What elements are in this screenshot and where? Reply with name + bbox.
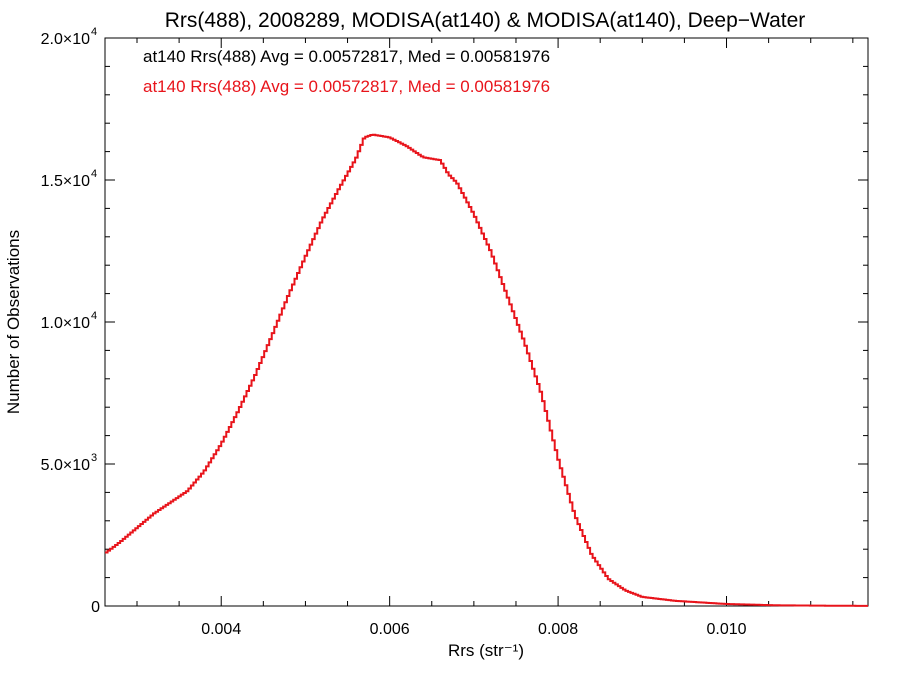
y-tick-label: 1.0×10 bbox=[41, 315, 90, 332]
x-axis-ticks: 0.004 0.006 0.008 0.010 bbox=[136, 38, 854, 638]
y-axis-ticks: 05.0×10 31.0×10 41.5×10 42.0×10 4 bbox=[41, 26, 868, 616]
plot-frame bbox=[104, 37, 869, 607]
y-tick-exponent: 4 bbox=[91, 168, 97, 180]
stats-annotation-black: at140 Rrs(488) Avg = 0.00572817, Med = 0… bbox=[143, 47, 550, 66]
x-axis-label: Rrs (str⁻¹) bbox=[448, 641, 524, 660]
x-tick-label: 0.008 bbox=[538, 621, 578, 638]
chart-title: Rrs(488), 2008289, MODISA(at140) & MODIS… bbox=[165, 9, 806, 32]
histogram-series-line bbox=[105, 133, 868, 607]
stats-annotation-red: at140 Rrs(488) Avg = 0.00572817, Med = 0… bbox=[143, 77, 550, 96]
y-axis-label: Number of Observations bbox=[4, 230, 23, 414]
y-tick-label: 2.0×10 bbox=[41, 31, 90, 48]
x-tick-label: 0.004 bbox=[201, 621, 241, 638]
y-tick-exponent: 3 bbox=[91, 452, 97, 464]
y-tick-label: 5.0×10 bbox=[41, 457, 90, 474]
y-tick-label: 1.5×10 bbox=[41, 173, 90, 190]
x-tick-label: 0.006 bbox=[370, 621, 410, 638]
x-tick-label: 0.010 bbox=[706, 621, 746, 638]
y-tick-exponent: 4 bbox=[91, 26, 97, 38]
y-tick-label: 0 bbox=[91, 599, 100, 616]
y-tick-exponent: 4 bbox=[91, 310, 97, 322]
